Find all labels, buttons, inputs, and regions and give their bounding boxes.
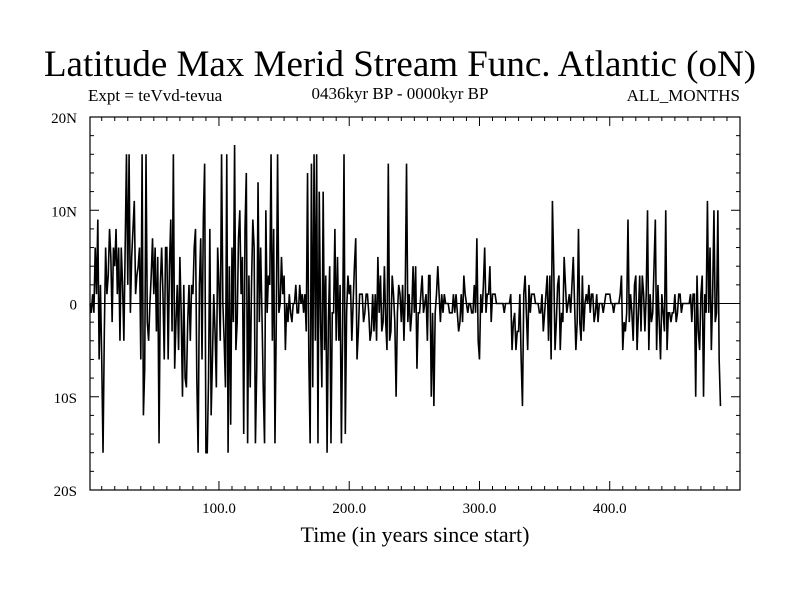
x-tick-label: 200.0 <box>332 501 366 517</box>
experiment-label: Expt = teVvd-tevua <box>88 86 223 105</box>
time-range-label: 0436kyr BP - 0000kyr BP <box>311 84 489 103</box>
chart-title: Latitude Max Merid Stream Func. Atlantic… <box>43 44 757 85</box>
y-tick-label: 0 <box>70 298 78 314</box>
x-tick-label: 400.0 <box>593 501 627 517</box>
series-line <box>89 144 722 454</box>
y-tick-label: 10N <box>51 204 77 220</box>
x-tick-label: 300.0 <box>463 501 497 517</box>
y-tick-label: 20S <box>54 484 77 500</box>
months-label: ALL_MONTHS <box>626 86 740 105</box>
y-tick-label: 20N <box>51 111 77 127</box>
y-tick-label: 10S <box>54 391 77 407</box>
x-tick-label: 100.0 <box>202 501 236 517</box>
x-axis-label: Time (in years since start) <box>300 522 530 547</box>
